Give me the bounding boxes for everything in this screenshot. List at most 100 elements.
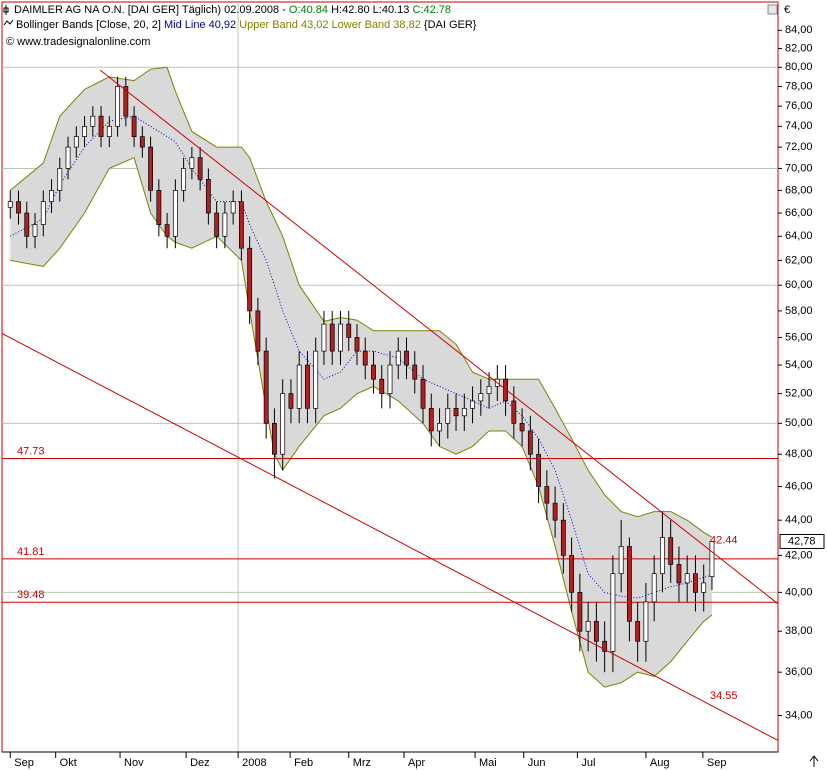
- x-tick-label: Feb: [294, 757, 313, 769]
- candle-body: [527, 430, 533, 455]
- source: © www.tradesignalonline.com: [6, 36, 150, 48]
- candle-body: [660, 537, 665, 575]
- horizontal-lines: 47.73 41.81 39.48: [2, 445, 778, 603]
- candle-body: [156, 190, 162, 225]
- x-tick-label: Sep: [14, 757, 34, 769]
- candle-body: [16, 201, 21, 214]
- candle-body: [321, 323, 327, 352]
- candle-body: [626, 546, 632, 622]
- y-tick-label: 56,00: [785, 331, 813, 343]
- y-tick-label: 66,00: [785, 207, 813, 219]
- candle-body: [404, 350, 409, 366]
- candle-body: [693, 573, 698, 593]
- legend-part: Mid Line 40,92: [164, 19, 239, 31]
- x-tick-label: Dez: [190, 757, 210, 769]
- candle-body: [354, 337, 360, 352]
- y-tick-label: 62,00: [785, 254, 813, 266]
- candle-body: [511, 400, 517, 424]
- chart-title: DAIMLER AG NA O.N. [DAI GER] Täglich) 02…: [14, 4, 451, 16]
- y-tick-label: 72,00: [785, 141, 813, 153]
- candle-body: [189, 157, 195, 169]
- candle-body: [395, 350, 401, 366]
- y-tick-label: 42,00: [785, 549, 813, 561]
- y-tick-label: 84,00: [785, 24, 813, 36]
- title-part: DAIMLER AG NA O.N. [DAI GER] Täglich) 02…: [14, 4, 289, 16]
- x-tick-label: Mrz: [353, 757, 371, 769]
- candle-body: [503, 378, 508, 402]
- candle-body: [585, 620, 591, 632]
- candle-body: [643, 601, 649, 642]
- x-tick-label: Sep: [707, 757, 727, 769]
- candle-body: [346, 323, 352, 338]
- y-tick-label: 38,00: [785, 625, 813, 637]
- candle-body: [577, 592, 583, 632]
- candle-body: [73, 136, 79, 148]
- candle-body: [478, 393, 484, 402]
- candle-body: [255, 310, 261, 352]
- trendline: [99, 69, 779, 605]
- candle-body: [139, 136, 145, 148]
- window-button[interactable]: [767, 4, 778, 15]
- candle-body: [470, 400, 475, 409]
- y-tick-label: 50,00: [785, 417, 813, 429]
- y-tick-label: 54,00: [785, 359, 813, 371]
- y-tick-label: 46,00: [785, 480, 813, 492]
- candle-body: [387, 364, 393, 394]
- candle-body: [205, 178, 211, 214]
- y-tick-label: 52,00: [785, 388, 813, 400]
- candle-body: [618, 546, 624, 575]
- candle-body: [453, 407, 459, 417]
- candle-body: [106, 125, 112, 137]
- trendline: [1, 332, 779, 741]
- candle-body: [635, 620, 641, 642]
- y-tick-label: 78,00: [785, 80, 813, 92]
- y-tick-label: 40,00: [785, 586, 813, 598]
- candle-body: [668, 537, 674, 565]
- indicator-icon: [3, 19, 14, 26]
- candle-body: [214, 212, 220, 237]
- candle-body: [486, 386, 492, 394]
- candle-body: [65, 146, 71, 169]
- y-tick-label: 82,00: [785, 42, 813, 54]
- candle-body: [701, 582, 707, 593]
- x-tick-label: Jun: [528, 757, 546, 769]
- band-area: [10, 67, 712, 688]
- y-tick-label: 58,00: [785, 305, 813, 317]
- candle-body: [560, 519, 566, 556]
- y-tick-label: 48,00: [785, 448, 813, 460]
- x-axis: Sep Okt Nov Dez 2008 Feb Mrz Apr Mai Jun Jul Aug Sep: [2, 751, 778, 769]
- title-part: O:40.84: [289, 4, 328, 16]
- candle-body: [437, 422, 442, 432]
- candle-body: [164, 224, 170, 237]
- candle-body: [362, 350, 368, 366]
- candle-body: [445, 407, 451, 424]
- candle-body: [272, 422, 277, 455]
- candle-body: [172, 190, 178, 237]
- candle-body: [57, 168, 63, 191]
- last-price-box: [779, 533, 825, 549]
- candle-body: [651, 573, 657, 603]
- horizontal-line-label: 41.81: [17, 546, 45, 558]
- y-tick-label: 34,00: [785, 709, 813, 721]
- y-tick-label: 70,00: [785, 162, 813, 174]
- scroll-arrow[interactable]: [809, 755, 819, 767]
- candle-body: [148, 146, 154, 191]
- candle-body: [610, 573, 616, 652]
- candle-body: [379, 378, 385, 394]
- candles: [7, 76, 715, 673]
- candle-body: [115, 86, 120, 127]
- y-tick-label: 80,00: [785, 61, 813, 73]
- y-tick-label: 36,00: [785, 666, 813, 678]
- x-tick-label: Apr: [408, 757, 425, 769]
- y-tick-label: 68,00: [785, 184, 813, 196]
- candle-body: [82, 125, 87, 137]
- x-tick-label: Nov: [124, 757, 144, 769]
- trendline-label: 42.44: [710, 534, 738, 546]
- candle-body: [280, 393, 286, 455]
- legend-part: Upper Band 43,02 Lower Band 38,82: [239, 19, 424, 31]
- candle-body: [181, 168, 187, 191]
- candle-body: [288, 393, 294, 409]
- candle-body: [7, 201, 13, 208]
